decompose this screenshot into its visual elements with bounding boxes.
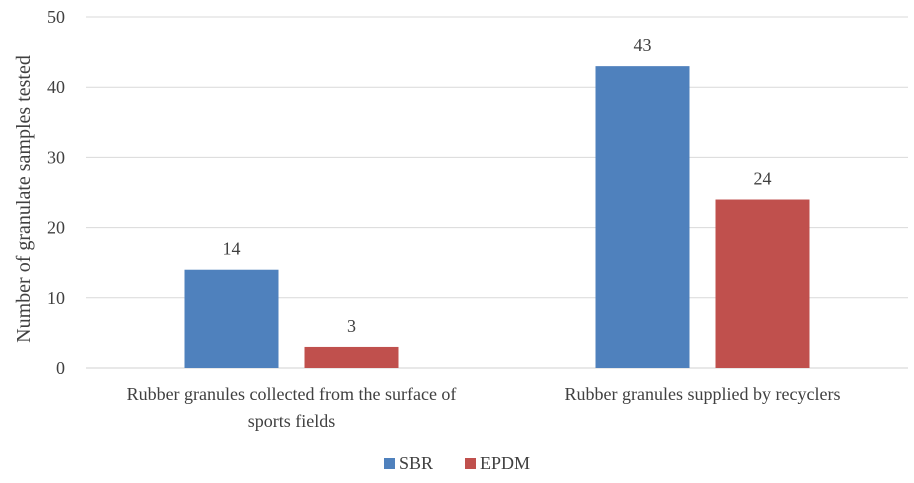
y-tick-label: 20 [47,218,65,238]
legend-label: EPDM [480,453,530,473]
legend: SBR EPDM [384,453,530,473]
legend-swatch [465,458,476,469]
y-axis-tick-labels: 0 10 20 30 40 50 [47,7,65,378]
y-tick-label: 0 [56,358,65,378]
bar-sbr [184,269,279,368]
y-tick-label: 30 [47,147,65,167]
y-tick-label: 50 [47,7,65,27]
category-label: Rubber granules collected from the surfa… [127,384,457,404]
y-tick-label: 10 [47,288,65,308]
data-label: 43 [634,35,652,55]
data-label: 3 [347,316,356,336]
data-label: 14 [223,239,241,259]
bar-epdm [715,199,810,368]
y-axis-title: Number of granulate samples tested [13,55,35,343]
bars [184,66,810,368]
bar-sbr [595,66,690,368]
y-tick-label: 40 [47,77,65,97]
data-label: 24 [754,169,772,189]
legend-swatch [384,458,395,469]
bar-epdm [304,346,399,368]
category-label: sports fields [248,411,336,431]
category-labels: Rubber granules collected from the surfa… [127,384,841,431]
category-label: Rubber granules supplied by recyclers [565,384,841,404]
legend-label: SBR [399,453,433,473]
data-labels: 14 3 43 24 [223,35,772,336]
